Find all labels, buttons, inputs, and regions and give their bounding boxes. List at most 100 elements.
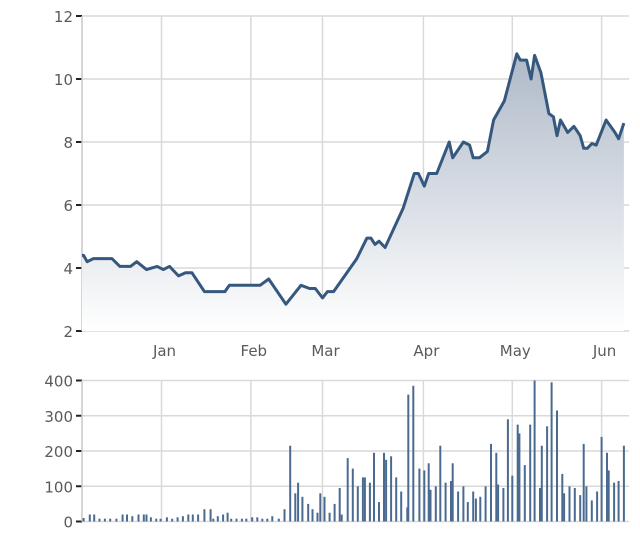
month-label-may: May bbox=[500, 342, 531, 360]
volume-bar bbox=[356, 486, 359, 522]
volume-bar bbox=[472, 491, 475, 522]
volume-bar bbox=[502, 488, 505, 522]
volume-bar bbox=[561, 473, 564, 522]
volume-bar bbox=[301, 496, 304, 522]
volume-bar bbox=[550, 382, 553, 522]
price-line bbox=[82, 52, 626, 306]
volume-bar bbox=[506, 419, 509, 522]
price-tick-label: 8 bbox=[63, 134, 73, 152]
volume-bar bbox=[297, 482, 300, 522]
volume-bar bbox=[351, 468, 354, 522]
volume-bar bbox=[191, 514, 194, 522]
volume-tick-label: 0 bbox=[63, 514, 73, 532]
volume-bar bbox=[103, 518, 106, 522]
volume-bar bbox=[159, 518, 162, 522]
volume-bar bbox=[137, 514, 140, 522]
volume-bar bbox=[466, 502, 469, 522]
volume-bar bbox=[181, 516, 184, 522]
volume-bar bbox=[126, 514, 128, 522]
volume-bar bbox=[319, 493, 322, 522]
volume-bar bbox=[230, 518, 233, 522]
volume-bar bbox=[109, 518, 112, 522]
volume-bar bbox=[484, 486, 487, 522]
volume-bar bbox=[516, 424, 519, 522]
volume-bar bbox=[307, 503, 310, 522]
volume-bar bbox=[529, 424, 532, 522]
volume-bar bbox=[582, 443, 585, 522]
volume-tick-label: 400 bbox=[44, 373, 73, 391]
volume-bar bbox=[289, 445, 292, 522]
volume-bar bbox=[533, 380, 536, 522]
volume-tick-label: 200 bbox=[44, 443, 73, 461]
volume-bar bbox=[383, 452, 385, 522]
volume-bar bbox=[155, 518, 158, 522]
volume-bar bbox=[142, 514, 145, 522]
volume-bar bbox=[373, 452, 375, 522]
volume-bar bbox=[511, 475, 514, 522]
volume-bar bbox=[573, 488, 576, 522]
volume-bar bbox=[563, 493, 566, 522]
volume-bar bbox=[216, 516, 219, 522]
volume-bar bbox=[390, 456, 393, 522]
volume-bar bbox=[311, 509, 314, 522]
volume-bar bbox=[261, 518, 264, 522]
price-panel: 2 4 6 8 10 12 Jan Feb Mar Apr May Jun bbox=[54, 8, 629, 360]
volume-panel: 0 100 200 300 400 bbox=[44, 373, 629, 532]
volume-bar bbox=[340, 514, 343, 522]
price-tick-label: 6 bbox=[63, 197, 73, 215]
month-label-apr: Apr bbox=[413, 342, 440, 360]
price-tick-label: 10 bbox=[54, 71, 73, 89]
volume-bar bbox=[98, 518, 101, 522]
volume-bar bbox=[439, 445, 442, 522]
volume-bar bbox=[209, 509, 212, 522]
volume-bar bbox=[121, 514, 124, 522]
volume-bar bbox=[546, 426, 549, 522]
volume-bar bbox=[323, 496, 326, 522]
volume-tick-label: 100 bbox=[44, 478, 73, 496]
volume-bar bbox=[115, 518, 118, 522]
volume-bar bbox=[450, 481, 452, 522]
volume-bar bbox=[346, 458, 349, 522]
volume-bar bbox=[222, 514, 225, 522]
volume-bar bbox=[271, 516, 274, 522]
volume-bar bbox=[338, 488, 341, 522]
volume-bar bbox=[251, 517, 254, 522]
volume-bar bbox=[596, 491, 599, 522]
volume-bar bbox=[333, 503, 336, 522]
volume-bar bbox=[427, 463, 430, 522]
volume-bar bbox=[187, 514, 190, 522]
volume-bar bbox=[363, 477, 366, 522]
price-tick-label: 12 bbox=[54, 8, 73, 26]
month-label-jun: Jun bbox=[592, 342, 616, 360]
volume-bar bbox=[395, 477, 398, 522]
volume-bar bbox=[617, 481, 620, 522]
volume-bar bbox=[245, 518, 248, 522]
volume-bar bbox=[539, 488, 541, 522]
volume-bar bbox=[283, 509, 286, 522]
volume-bar bbox=[613, 482, 616, 522]
volume-bar bbox=[407, 394, 410, 522]
volume-bar bbox=[82, 518, 85, 522]
price-area-fill bbox=[82, 53, 624, 332]
volume-tick-label: 300 bbox=[44, 408, 73, 426]
volume-bar bbox=[361, 477, 364, 522]
volume-bar bbox=[444, 482, 447, 522]
volume-bar bbox=[590, 500, 593, 522]
volume-bar bbox=[378, 502, 380, 522]
volume-bar bbox=[400, 491, 403, 522]
volume-bar bbox=[479, 496, 482, 522]
price-tick-label: 2 bbox=[63, 323, 73, 341]
volume-bar bbox=[235, 518, 238, 522]
volume-bar bbox=[328, 512, 331, 522]
month-label-feb: Feb bbox=[241, 342, 268, 360]
volume-bar bbox=[266, 518, 269, 522]
volume-bar bbox=[131, 516, 134, 522]
volume-bar bbox=[145, 514, 148, 522]
volume-bar bbox=[240, 518, 243, 522]
volume-bar bbox=[556, 410, 558, 522]
volume-bar bbox=[600, 436, 603, 522]
volume-bar bbox=[568, 486, 571, 522]
volume-bar bbox=[385, 459, 388, 522]
volume-bar bbox=[88, 514, 91, 522]
